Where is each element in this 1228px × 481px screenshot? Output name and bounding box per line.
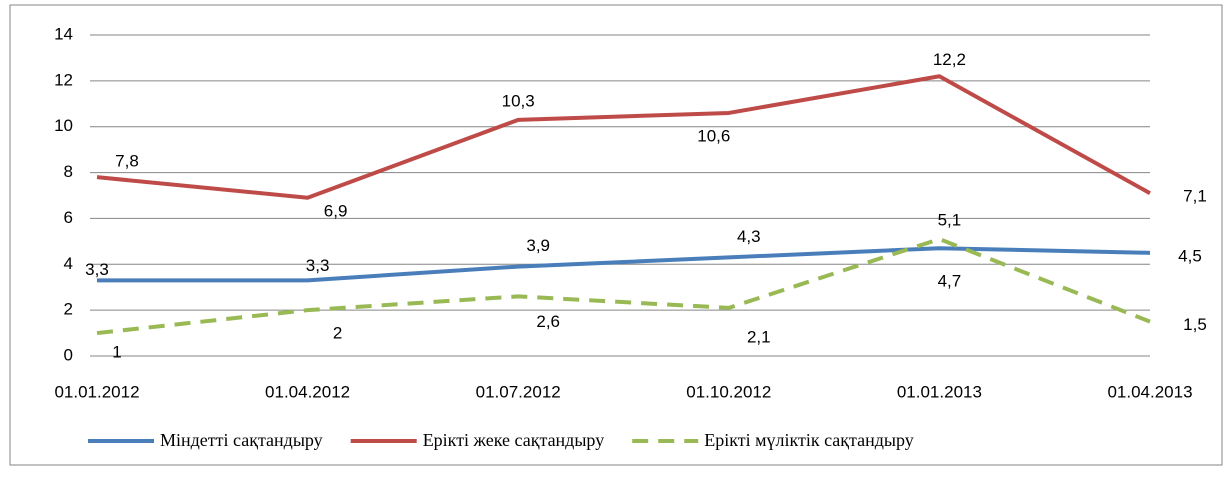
y-tick-label: 4 bbox=[64, 254, 73, 273]
y-tick-label: 0 bbox=[64, 345, 73, 364]
series-line bbox=[96, 74, 1151, 200]
data-label: 10,6 bbox=[697, 126, 730, 145]
legend-label: Ерікті мүліктік сақтандыру bbox=[704, 430, 914, 450]
x-tick-label: 01.01.2013 bbox=[897, 382, 982, 401]
y-tick-label: 8 bbox=[64, 162, 73, 181]
data-label: 2 bbox=[333, 324, 342, 343]
x-tick-label: 01.10.2012 bbox=[686, 382, 771, 401]
data-label: 4,7 bbox=[938, 272, 962, 291]
legend: Міндетті сақтандыру Ерікті жеке сақтандыр… bbox=[88, 430, 914, 450]
y-tick-label: 14 bbox=[54, 24, 73, 43]
data-label: 12,2 bbox=[933, 50, 966, 69]
data-label: 1 bbox=[112, 343, 121, 362]
x-tick-label: 01.04.2012 bbox=[265, 382, 350, 401]
data-label: 2,6 bbox=[536, 312, 560, 331]
x-tick-label: 01.07.2012 bbox=[476, 382, 561, 401]
data-label: 2,1 bbox=[747, 327, 771, 346]
legend-label: Ерікті жеке сақтандыру bbox=[423, 430, 605, 450]
series-line bbox=[97, 246, 1151, 283]
y-tick-label: 6 bbox=[64, 208, 73, 227]
data-label: 3,3 bbox=[306, 256, 330, 275]
chart-frame bbox=[9, 4, 1223, 466]
data-label: 5,1 bbox=[938, 211, 962, 230]
x-tick-label: 01.04.2013 bbox=[1107, 382, 1192, 401]
series-line bbox=[96, 237, 1151, 336]
legend-label: Міндетті сақтандыру bbox=[160, 430, 323, 450]
data-label: 3,3 bbox=[85, 260, 109, 279]
data-label: 6,9 bbox=[324, 201, 348, 220]
data-label: 3,9 bbox=[526, 236, 550, 255]
y-tick-label: 10 bbox=[54, 116, 73, 135]
data-label: 1,5 bbox=[1183, 315, 1207, 334]
data-label: 4,3 bbox=[737, 227, 761, 246]
y-tick-label: 2 bbox=[64, 300, 73, 319]
y-tick-label: 12 bbox=[54, 70, 73, 89]
x-tick-label: 01.01.2012 bbox=[54, 382, 139, 401]
data-label: 4,5 bbox=[1178, 246, 1202, 265]
data-label: 7,8 bbox=[115, 152, 139, 171]
data-label: 10,3 bbox=[502, 91, 535, 110]
data-label: 7,1 bbox=[1183, 187, 1207, 206]
